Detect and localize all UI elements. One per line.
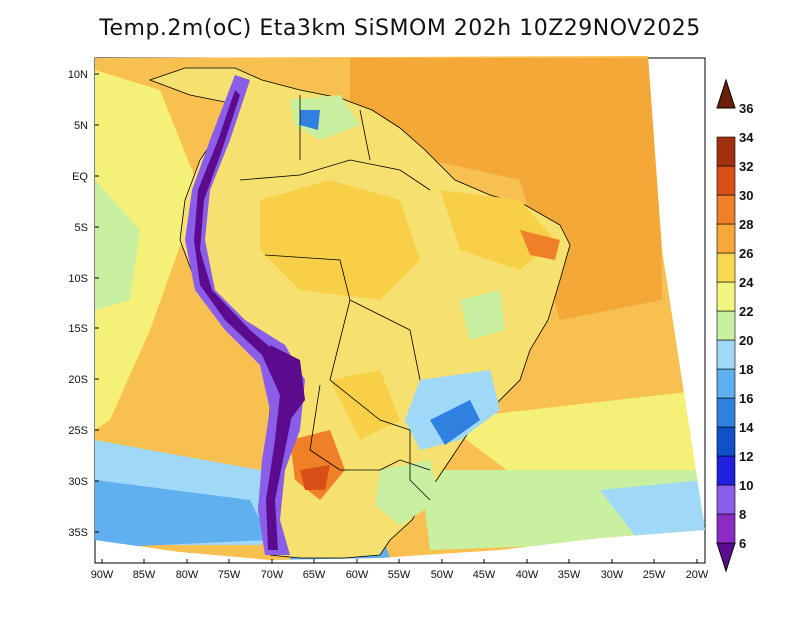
colorbar-level-label: 20	[739, 333, 753, 348]
lat-tick-label: 5S	[75, 222, 88, 234]
colorbar-level-label: 14	[739, 420, 754, 435]
colorbar-level-label: 28	[739, 217, 753, 232]
lat-tick-label: 30S	[68, 476, 88, 488]
lat-tick-label: 20S	[68, 374, 88, 386]
latitude-axis: 10N 5N EQ 5S 10S 15S 20S 25S 30S 35S	[68, 69, 99, 539]
amazon-warm-patch	[260, 180, 420, 300]
temperature-field	[95, 56, 705, 560]
lat-tick-label: 25S	[68, 425, 88, 437]
lat-tick-label: 15S	[68, 323, 88, 335]
warm-atlantic-region	[350, 58, 662, 320]
colorbar-segment	[716, 252, 736, 283]
lat-tick-label: 10S	[68, 273, 88, 285]
colorbar-segment	[716, 194, 736, 225]
colorbar-segment	[716, 339, 736, 370]
lon-tick-label: 30W	[601, 569, 624, 581]
lat-tick-label: 35S	[68, 527, 88, 539]
colorbar: 6 8 10 12 14 16 18 20 22 24 26 28 30 32 34 36	[716, 78, 754, 573]
colorbar-level-label: 10	[739, 478, 753, 493]
colorbar-segment	[716, 455, 736, 486]
colorbar-level-label: 16	[739, 391, 753, 406]
colorbar-level-label: 24	[739, 275, 754, 290]
lon-tick-label: 90W	[91, 569, 114, 581]
lon-tick-label: 80W	[176, 569, 199, 581]
lon-tick-label: 35W	[558, 569, 581, 581]
lon-tick-label: 85W	[133, 569, 156, 581]
colorbar-level-label: 26	[739, 246, 753, 261]
lon-tick-label: 20W	[686, 569, 709, 581]
lon-tick-label: 60W	[346, 569, 369, 581]
lon-tick-label: 25W	[643, 569, 666, 581]
lon-tick-label: 45W	[473, 569, 496, 581]
colorbar-segment	[716, 223, 736, 254]
colorbar-segment	[716, 484, 736, 515]
colorbar-segment	[716, 426, 736, 457]
andes-cold-spine	[185, 75, 305, 555]
colorbar-level-label: 6	[739, 536, 746, 551]
colorbar-level-label: 22	[739, 304, 753, 319]
colorbar-segment	[716, 165, 736, 196]
colorbar-segment	[716, 397, 736, 428]
lon-tick-label: 65W	[303, 569, 326, 581]
colorbar-segment	[716, 368, 736, 399]
colorbar-lower-triangle	[716, 542, 736, 573]
country-borders	[239, 95, 431, 501]
colorbar-segment	[716, 513, 736, 544]
lat-tick-label: 10N	[68, 69, 88, 81]
lon-tick-label: 40W	[516, 569, 539, 581]
longitude-axis: 90W 85W 80W 75W 70W 65W 60W 55W 50W 45W …	[91, 559, 709, 581]
lat-tick-label: EQ	[72, 171, 88, 183]
lon-tick-label: 55W	[388, 569, 411, 581]
colorbar-level-label: 18	[739, 362, 753, 377]
colorbar-segment	[716, 310, 736, 341]
colorbar-level-label: 32	[739, 159, 753, 174]
colorbar-segment	[716, 136, 736, 167]
colorbar-level-label: 8	[739, 507, 746, 522]
colorbar-level-label: 36	[739, 101, 753, 116]
south-atlantic-mild-region	[440, 390, 705, 480]
colorbar-segment	[716, 281, 736, 312]
lon-tick-label: 50W	[431, 569, 454, 581]
pacific-cool-region	[95, 70, 200, 430]
colorbar-upper-triangle	[716, 78, 736, 109]
map-title: Temp.2m(oC) Eta3km SiSMOM 202h 10Z29NOV2…	[99, 16, 701, 41]
lon-tick-label: 70W	[261, 569, 284, 581]
lat-tick-label: 5N	[74, 120, 88, 132]
colorbar-level-label: 12	[739, 449, 753, 464]
colorbar-level-label: 34	[739, 130, 754, 145]
colorbar-level-label: 30	[739, 188, 753, 203]
lon-tick-label: 75W	[218, 569, 241, 581]
